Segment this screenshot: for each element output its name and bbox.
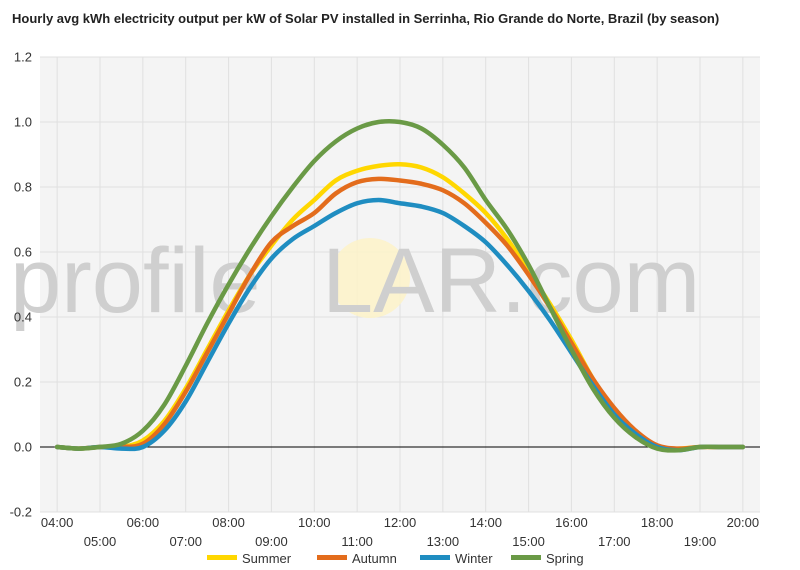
watermark-sun-icon	[330, 238, 410, 318]
y-tick-label: 0.2	[14, 375, 32, 390]
series-line-winter	[54, 197, 746, 453]
y-tick-label: 0.8	[14, 180, 32, 195]
x-tick-label: 09:00	[255, 534, 288, 549]
x-tick-label: 13:00	[427, 534, 460, 549]
chart-title: Hourly avg kWh electricity output per kW…	[12, 11, 720, 26]
x-tick-label: 19:00	[684, 534, 717, 549]
watermark: profileSLAR.com	[10, 230, 700, 332]
y-tick-label: 1.2	[14, 50, 32, 65]
y-tick-label: 0.4	[14, 310, 32, 325]
y-tick-label: 0.0	[14, 440, 32, 455]
legend-swatch-winter	[420, 555, 450, 560]
legend-swatch-summer	[207, 555, 237, 560]
legend-label-autumn: Autumn	[352, 551, 397, 566]
legend-swatch-autumn	[317, 555, 347, 560]
x-tick-label: 08:00	[212, 515, 245, 530]
y-tick-label: 1.0	[14, 115, 32, 130]
watermark-part-1: profile	[10, 230, 261, 332]
series-layer	[54, 118, 746, 453]
x-tick-label: 12:00	[384, 515, 417, 530]
legend-swatch-spring	[511, 555, 541, 560]
x-tick-label: 11:00	[341, 534, 373, 549]
x-tick-label: 10:00	[298, 515, 331, 530]
watermark-text: profileSLAR.com	[10, 230, 700, 332]
y-tick-label: -0.2	[10, 505, 32, 520]
y-tick-label: 0.6	[14, 245, 32, 260]
axis-layer: -0.2 0.0 0.2 0.4 0.6 0.8 1.0 1.2 04:00 05:00 06:00…	[10, 50, 760, 549]
series-line-autumn	[54, 176, 746, 451]
legend: Summer Autumn Winter Spring	[207, 551, 584, 566]
x-tick-label: 15:00	[512, 534, 545, 549]
legend-label-spring: Spring	[546, 551, 584, 566]
legend-label-winter: Winter	[455, 551, 493, 566]
x-tick-label: 16:00	[555, 515, 588, 530]
x-tick-label: 20:00	[727, 515, 760, 530]
x-tick-label: 14:00	[469, 515, 502, 530]
legend-label-summer: Summer	[242, 551, 292, 566]
series-line-spring	[54, 118, 746, 453]
x-tick-label: 17:00	[598, 534, 631, 549]
x-tick-label: 18:00	[641, 515, 674, 530]
x-tick-label: 06:00	[127, 515, 160, 530]
x-tick-label: 07:00	[169, 534, 202, 549]
x-tick-label: 05:00	[84, 534, 117, 549]
x-tick-label: 04:00	[41, 515, 74, 530]
